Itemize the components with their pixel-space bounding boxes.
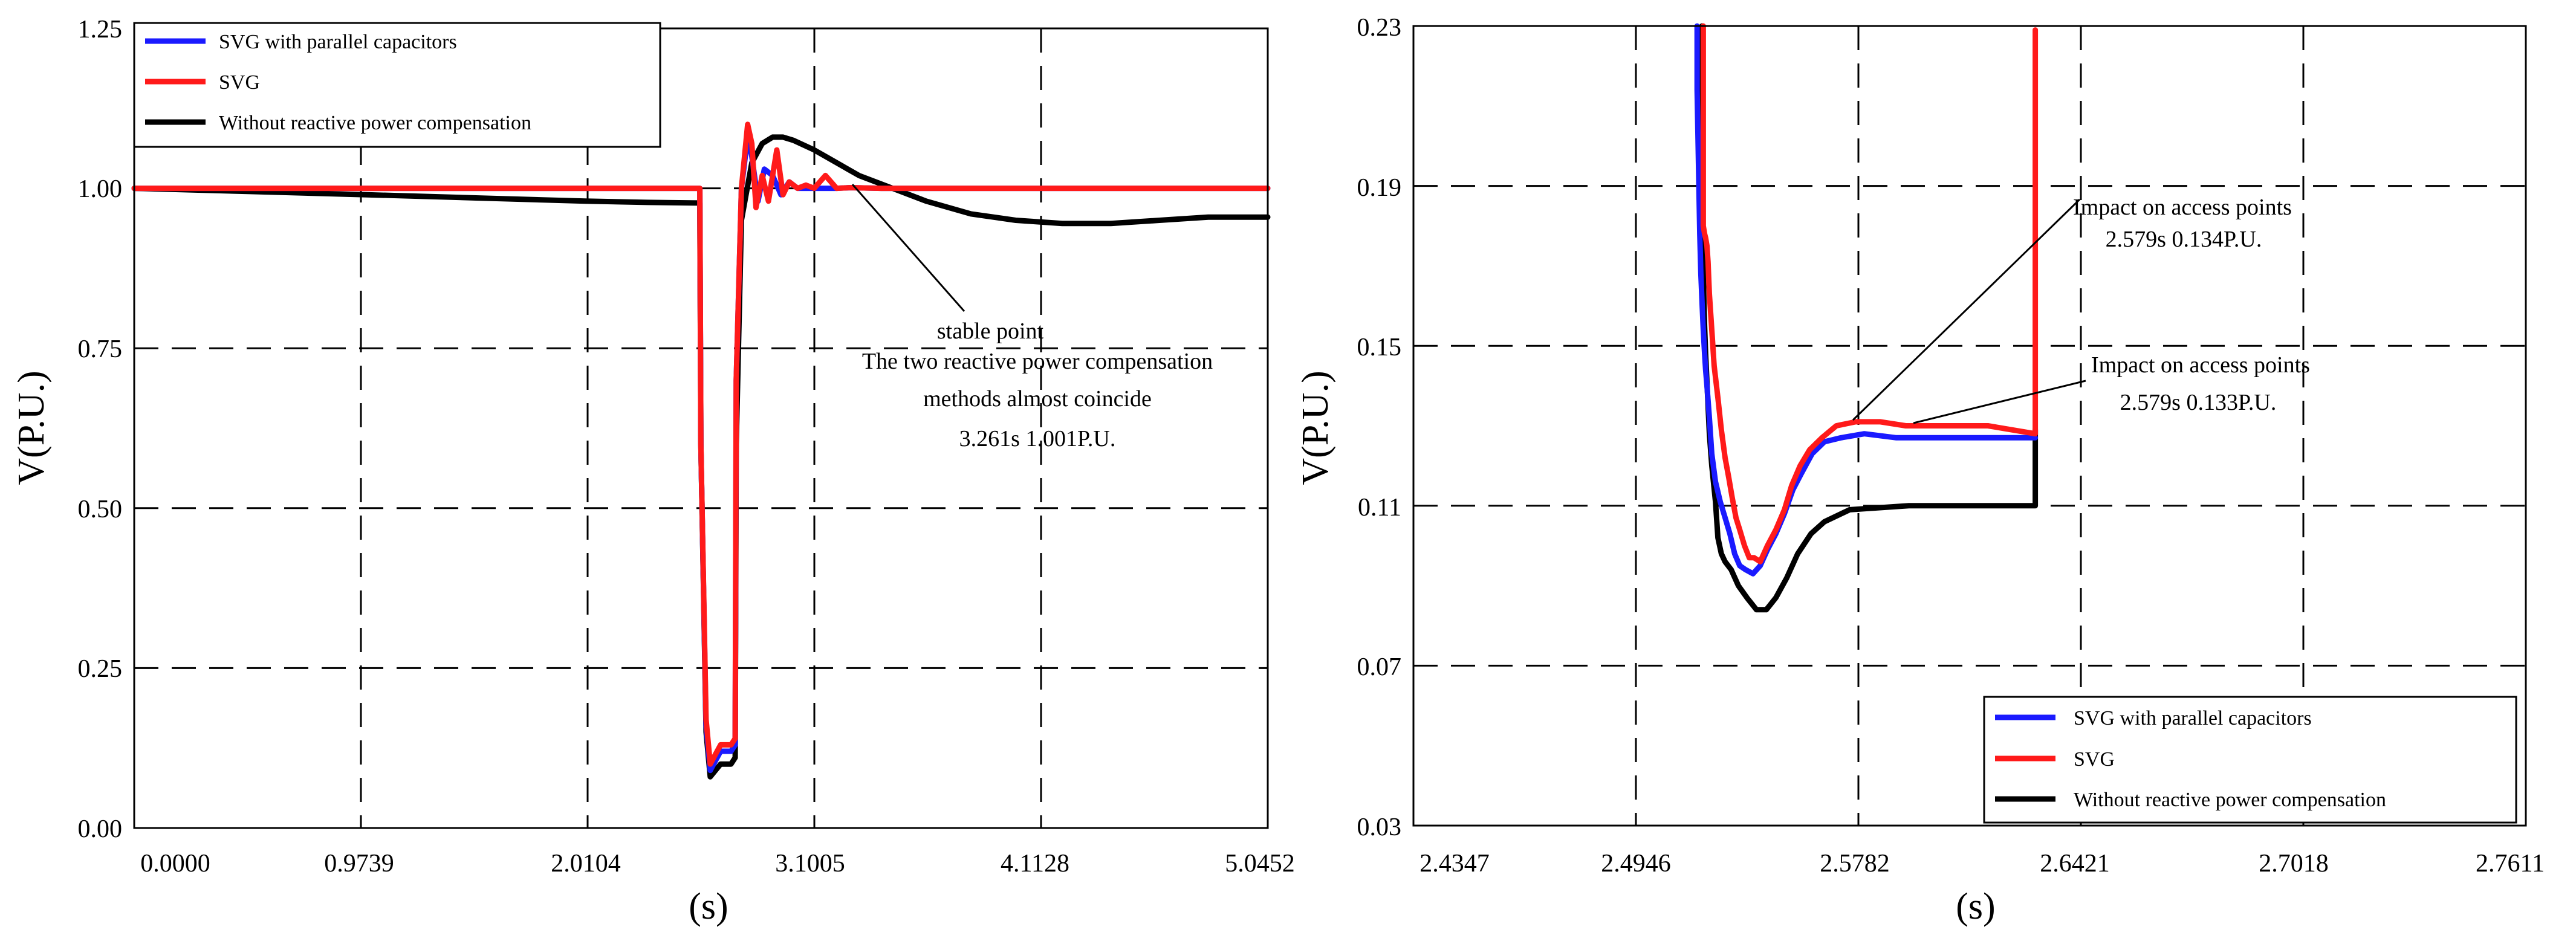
right-annotation-leader xyxy=(1913,380,2086,424)
right-annotation-line: Impact on access points xyxy=(2091,352,2310,378)
left-y-ticks: 0.00 0.25 0.50 0.75 1.00 1.25 xyxy=(78,16,123,843)
left-y-axis-label: V(P.U.) xyxy=(11,370,52,485)
left-xtick: 3.1005 xyxy=(775,850,845,878)
left-annotation-line: 3.261s 1.001P.U. xyxy=(959,426,1116,451)
left-series-group xyxy=(131,121,1271,780)
left-legend: SVG with parallel capacitors SVG Without… xyxy=(133,22,661,148)
right-ytick: 0.03 xyxy=(1357,813,1402,841)
left-x-axis-label: (s) xyxy=(689,886,728,927)
right-x-ticks: 2.4347 2.4946 2.5782 2.6421 2.7018 2.761… xyxy=(1419,850,2545,878)
right-ytick: 0.11 xyxy=(1358,494,1401,522)
right-legend-box xyxy=(1983,696,2517,824)
left-xtick: 5.0452 xyxy=(1225,850,1295,878)
left-xtick: 0.0000 xyxy=(140,850,210,878)
left-xtick: 0.9739 xyxy=(324,850,394,878)
right-annotation-line: 2.579s 0.133P.U. xyxy=(2120,390,2277,415)
right-xtick: 2.7018 xyxy=(2259,850,2329,878)
right-grid xyxy=(1413,26,2526,826)
right-x-axis-label: (s) xyxy=(1956,886,1995,927)
left-annotation-line: stable point xyxy=(937,319,1044,344)
left-annotation-leader xyxy=(851,184,965,312)
left-ytick: 1.25 xyxy=(78,16,123,44)
left-xtick: 4.1128 xyxy=(1001,850,1069,878)
right-y-axis-label: V(P.U.) xyxy=(1295,370,1336,485)
left-legend-label: SVG with parallel capacitors xyxy=(219,31,457,53)
left-series-line-2 xyxy=(131,121,1271,767)
right-xtick: 2.4347 xyxy=(1419,850,1490,878)
right-y-ticks: 0.03 0.07 0.11 0.15 0.19 0.23 xyxy=(1357,14,1402,841)
left-ytick: 0.25 xyxy=(78,655,123,683)
left-legend-label: SVG xyxy=(219,71,260,94)
left-panel: 0.00 0.25 0.50 0.75 1.00 1.25 0.0000 0.9… xyxy=(11,16,1295,927)
left-plot-frame xyxy=(133,27,1269,829)
right-series-line-1 xyxy=(1694,23,2039,577)
right-ytick: 0.15 xyxy=(1357,334,1402,361)
right-annotation-line: Impact on access points xyxy=(2073,195,2292,220)
right-xtick: 2.6421 xyxy=(2040,850,2110,878)
left-ytick: 0.50 xyxy=(78,496,123,523)
right-ytick: 0.23 xyxy=(1357,14,1402,42)
right-annotation-leader xyxy=(1852,198,2081,421)
right-annotation: Impact on access points 2.579s 0.133P.U. xyxy=(2091,352,2310,415)
right-ytick: 0.07 xyxy=(1357,653,1402,681)
left-annotation-line: methods almost coincide xyxy=(923,386,1152,412)
right-legend: SVG with parallel capacitors SVG Without… xyxy=(1983,696,2517,824)
right-legend-label: Without reactive power compensation xyxy=(2074,789,2386,811)
right-series-line-2 xyxy=(1700,23,2039,564)
right-ytick: 0.19 xyxy=(1357,174,1402,202)
right-series-line-0 xyxy=(1699,23,2039,613)
left-legend-box xyxy=(133,22,661,148)
right-annotation-line: 2.579s 0.134P.U. xyxy=(2106,227,2262,252)
right-xtick: 2.7611 xyxy=(2476,850,2545,878)
right-plot-frame xyxy=(1412,25,2527,827)
left-xtick: 2.0104 xyxy=(551,850,621,878)
left-ytick: 1.00 xyxy=(78,175,123,203)
left-series-line-0 xyxy=(131,134,1271,780)
right-series-group xyxy=(1694,23,2039,613)
left-annotation-line: The two reactive power compensation xyxy=(862,349,1213,374)
left-legend-label: Without reactive power compensation xyxy=(219,112,531,134)
left-x-ticks: 0.0000 0.9739 2.0104 3.1005 4.1128 5.045… xyxy=(140,850,1295,878)
right-xtick: 2.4946 xyxy=(1601,850,1671,878)
right-annotation: Impact on access points 2.579s 0.134P.U. xyxy=(2073,195,2292,252)
left-annotation: stable point The two reactive power comp… xyxy=(862,319,1213,451)
right-legend-label: SVG with parallel capacitors xyxy=(2074,707,2312,729)
right-xtick: 2.5782 xyxy=(1820,850,1890,878)
right-legend-label: SVG xyxy=(2074,748,2115,771)
left-ytick: 0.75 xyxy=(78,335,123,363)
left-ytick: 0.00 xyxy=(78,815,123,843)
right-panel: 0.03 0.07 0.11 0.15 0.19 0.23 2.4347 2.4… xyxy=(1295,14,2545,927)
